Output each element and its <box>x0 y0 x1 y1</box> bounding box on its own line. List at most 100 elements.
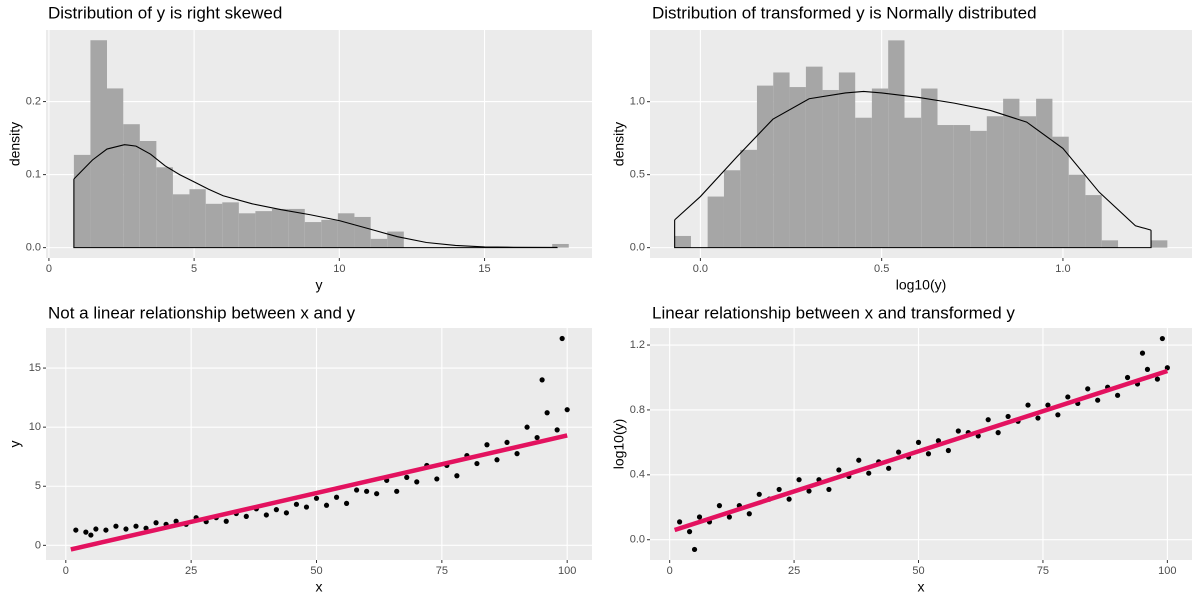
point <box>143 525 149 531</box>
point <box>746 511 752 517</box>
x-tick-label: 0 <box>667 565 673 577</box>
y-tick-label: 15 <box>29 362 41 374</box>
bar <box>1068 174 1086 248</box>
bar <box>986 116 1004 248</box>
point <box>836 467 842 473</box>
point <box>756 491 762 497</box>
point <box>925 451 932 457</box>
bar <box>370 238 388 248</box>
point <box>726 514 732 520</box>
point <box>1124 374 1131 381</box>
bar <box>855 117 872 248</box>
bar <box>73 154 91 248</box>
point <box>1114 392 1121 398</box>
point <box>93 526 99 532</box>
x-tick-label: 75 <box>436 565 448 577</box>
point <box>1159 335 1165 342</box>
bar <box>674 235 691 248</box>
fit-line <box>673 368 1169 533</box>
point <box>73 527 79 533</box>
x-axis-title: x <box>918 579 925 595</box>
bar <box>1036 98 1053 248</box>
point <box>303 504 310 510</box>
bar <box>106 88 124 248</box>
point <box>806 488 812 494</box>
point <box>273 507 279 513</box>
point <box>313 495 320 501</box>
x-tick-label: 50 <box>310 565 322 577</box>
y-tick-label: 0.2 <box>26 95 41 107</box>
x-tick-label: 25 <box>185 565 197 577</box>
bar <box>337 213 355 248</box>
point <box>985 417 991 423</box>
y-tick-label: 0.0 <box>26 242 41 254</box>
bar <box>871 88 889 248</box>
bar <box>937 125 954 248</box>
panel-background <box>650 328 1192 560</box>
point <box>886 465 892 471</box>
point <box>394 488 400 494</box>
point <box>153 520 159 526</box>
point <box>354 487 360 493</box>
point <box>123 526 129 532</box>
point <box>716 503 723 509</box>
point <box>514 451 520 457</box>
point <box>544 410 550 416</box>
point <box>1144 366 1151 372</box>
point <box>83 529 89 535</box>
bar <box>756 85 774 248</box>
point <box>559 335 565 342</box>
point <box>293 501 300 507</box>
point <box>504 439 510 446</box>
bar <box>238 213 256 248</box>
bar <box>387 231 404 248</box>
bar <box>222 202 239 248</box>
bar <box>822 89 839 248</box>
x-tick-label: 50 <box>912 565 924 577</box>
density-base <box>73 178 558 249</box>
point <box>1139 350 1146 356</box>
point <box>935 438 942 444</box>
x-axis-title: log10(y) <box>896 277 947 293</box>
x-tick-label: 1.0 <box>1055 263 1070 275</box>
point <box>856 457 862 463</box>
point <box>454 473 460 479</box>
y-axis-title: density <box>611 122 627 166</box>
point <box>826 486 832 493</box>
panel-background <box>46 328 592 560</box>
point <box>1055 412 1061 418</box>
bar <box>354 216 371 248</box>
y-tick-label: 0 <box>35 539 41 551</box>
point <box>915 439 922 445</box>
bar <box>156 167 173 248</box>
bar <box>888 40 905 248</box>
x-tick-label: 0.5 <box>874 263 889 275</box>
point <box>283 510 290 516</box>
point <box>263 512 269 518</box>
point <box>691 546 698 553</box>
bar <box>139 141 157 248</box>
point <box>776 486 782 493</box>
y-tick-label: 5 <box>35 480 41 492</box>
x-tick-label: 5 <box>191 263 197 275</box>
point <box>434 476 440 482</box>
point <box>554 427 560 433</box>
bar <box>271 208 289 248</box>
bar <box>288 208 305 248</box>
point <box>786 496 792 502</box>
point <box>945 447 951 454</box>
point <box>374 491 380 497</box>
fit-line <box>70 433 568 552</box>
y-tick-label: 0.0 <box>630 534 645 546</box>
point <box>364 488 370 494</box>
x-axis-title: x <box>316 579 323 595</box>
point <box>88 532 94 538</box>
y-tick-label: 0.5 <box>630 169 645 181</box>
x-tick-label: 100 <box>1158 565 1176 577</box>
bar <box>1085 195 1102 248</box>
bar <box>189 189 206 248</box>
bar <box>904 117 922 248</box>
bar <box>321 219 338 248</box>
x-tick-label: 10 <box>333 263 345 275</box>
point <box>243 513 249 519</box>
